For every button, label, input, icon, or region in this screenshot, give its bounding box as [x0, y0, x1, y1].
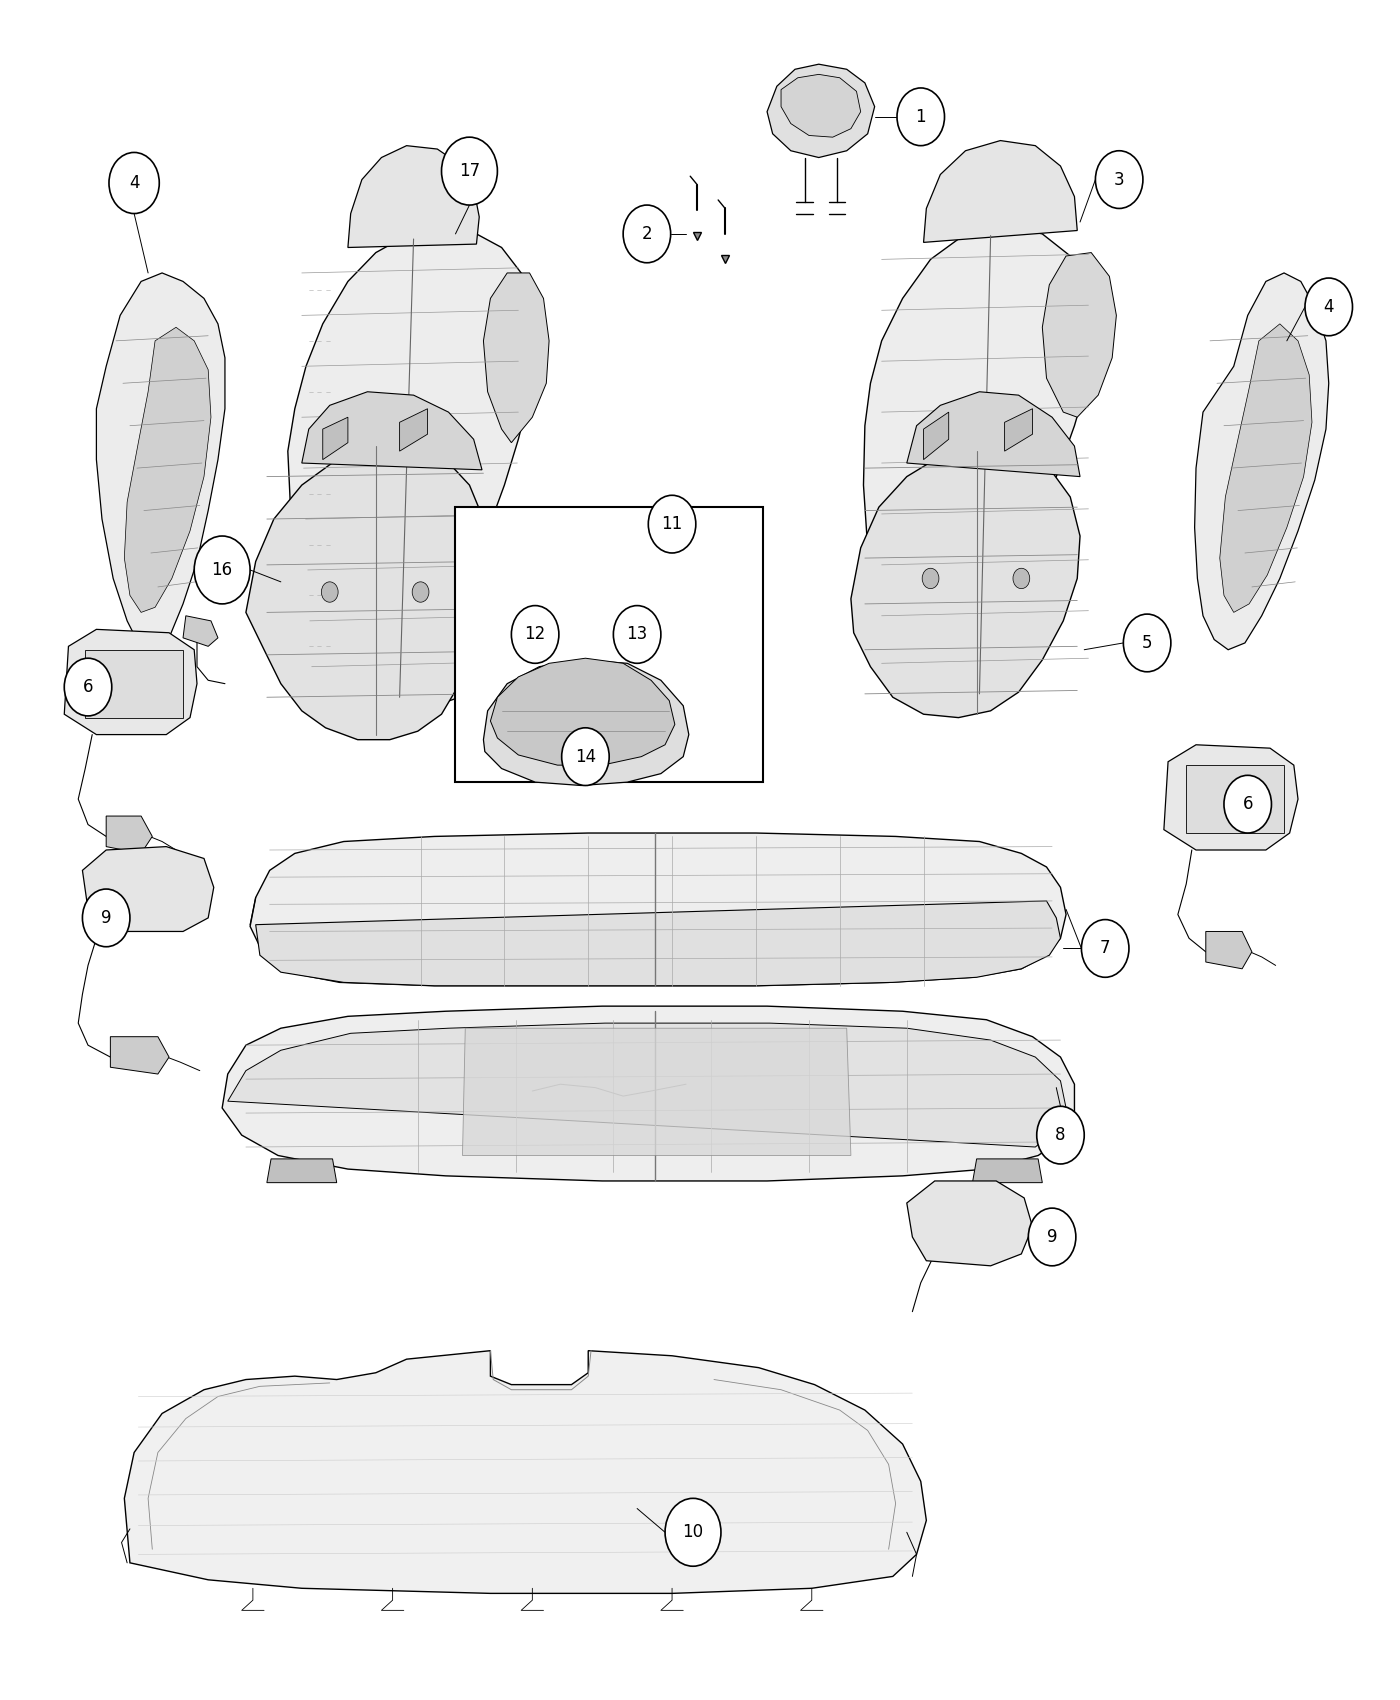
- Circle shape: [1014, 568, 1030, 588]
- Text: 3: 3: [1114, 170, 1124, 189]
- Polygon shape: [483, 660, 689, 785]
- FancyBboxPatch shape: [455, 507, 763, 782]
- Polygon shape: [97, 274, 225, 649]
- Circle shape: [64, 658, 112, 716]
- Text: 7: 7: [1100, 940, 1110, 957]
- Polygon shape: [228, 1023, 1065, 1148]
- Text: 6: 6: [1242, 796, 1253, 813]
- Polygon shape: [1219, 325, 1312, 612]
- Text: 17: 17: [459, 162, 480, 180]
- Circle shape: [665, 1498, 721, 1566]
- Circle shape: [1029, 1209, 1075, 1266]
- Polygon shape: [462, 1028, 851, 1156]
- Polygon shape: [349, 146, 479, 248]
- Circle shape: [1305, 279, 1352, 335]
- Text: 5: 5: [1142, 634, 1152, 651]
- Circle shape: [1095, 151, 1142, 209]
- Polygon shape: [399, 408, 427, 451]
- Polygon shape: [483, 274, 549, 442]
- Circle shape: [1081, 920, 1128, 977]
- Text: 4: 4: [1323, 298, 1334, 316]
- Polygon shape: [288, 231, 535, 706]
- Text: 11: 11: [661, 515, 683, 534]
- Circle shape: [441, 138, 497, 206]
- Circle shape: [897, 88, 945, 146]
- Polygon shape: [106, 816, 153, 853]
- Polygon shape: [83, 847, 214, 932]
- Polygon shape: [323, 416, 349, 459]
- Circle shape: [322, 581, 339, 602]
- Polygon shape: [1163, 745, 1298, 850]
- Text: 9: 9: [101, 910, 112, 926]
- Polygon shape: [864, 226, 1093, 702]
- Polygon shape: [223, 1006, 1074, 1182]
- Text: 6: 6: [83, 678, 94, 695]
- Polygon shape: [64, 629, 197, 734]
- Polygon shape: [767, 65, 875, 158]
- Polygon shape: [924, 141, 1077, 243]
- Text: 9: 9: [1047, 1227, 1057, 1246]
- Text: 16: 16: [211, 561, 232, 580]
- Polygon shape: [125, 328, 211, 612]
- Polygon shape: [85, 649, 183, 717]
- Polygon shape: [183, 615, 218, 646]
- Text: 14: 14: [575, 748, 596, 765]
- Circle shape: [923, 568, 939, 588]
- Circle shape: [1224, 775, 1271, 833]
- Circle shape: [83, 889, 130, 947]
- Text: 10: 10: [682, 1523, 704, 1542]
- Polygon shape: [907, 1182, 1033, 1266]
- Polygon shape: [111, 1037, 169, 1074]
- Circle shape: [195, 536, 251, 604]
- Circle shape: [109, 153, 160, 214]
- Polygon shape: [1005, 408, 1033, 451]
- Polygon shape: [125, 1352, 927, 1593]
- Polygon shape: [1186, 765, 1284, 833]
- Text: 8: 8: [1056, 1125, 1065, 1144]
- Circle shape: [1123, 614, 1170, 672]
- Polygon shape: [267, 1159, 337, 1183]
- Circle shape: [648, 495, 696, 552]
- Polygon shape: [924, 411, 949, 459]
- Text: 1: 1: [916, 107, 925, 126]
- Circle shape: [412, 581, 428, 602]
- Circle shape: [1037, 1107, 1084, 1164]
- Text: 2: 2: [641, 224, 652, 243]
- Polygon shape: [781, 75, 861, 138]
- Circle shape: [623, 206, 671, 264]
- Polygon shape: [1043, 253, 1116, 416]
- Polygon shape: [251, 833, 1065, 986]
- Circle shape: [511, 605, 559, 663]
- Polygon shape: [1194, 274, 1329, 649]
- Text: 12: 12: [525, 626, 546, 644]
- Polygon shape: [973, 1159, 1043, 1183]
- Polygon shape: [256, 901, 1060, 986]
- Polygon shape: [907, 391, 1079, 476]
- Circle shape: [561, 728, 609, 785]
- Polygon shape: [246, 445, 487, 740]
- Text: 13: 13: [627, 626, 648, 644]
- Polygon shape: [490, 658, 675, 765]
- Polygon shape: [302, 391, 482, 469]
- Text: 4: 4: [129, 173, 140, 192]
- Circle shape: [613, 605, 661, 663]
- Polygon shape: [851, 445, 1079, 717]
- Polygon shape: [1205, 932, 1252, 969]
